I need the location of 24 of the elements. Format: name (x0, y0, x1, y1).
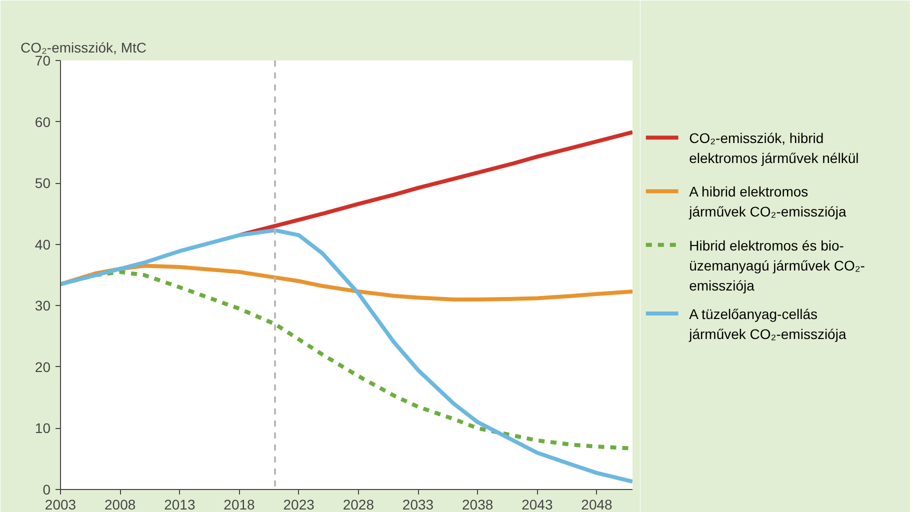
x-tick-label: 2038 (462, 496, 494, 512)
legend-label: CO₂-emissziók, hibrid elektromos járművek nélkül (689, 130, 859, 166)
x-tick-label: 2013 (164, 496, 196, 512)
y-tick-label: 40 (34, 236, 51, 252)
y-tick-label: 60 (34, 114, 51, 130)
x-tick-label: 2048 (581, 496, 613, 512)
y-tick-label: 10 (34, 420, 51, 436)
y-tick-label: 20 (34, 358, 51, 375)
x-tick-label: 2008 (104, 496, 136, 512)
y-tick-label: 50 (34, 175, 51, 192)
x-tick-label: 2033 (402, 496, 434, 512)
x-tick-label: 2018 (224, 496, 256, 512)
y-tick-label: 0 (42, 482, 51, 498)
line-series (60, 228, 632, 484)
legend-label: Hibrid elektromos és bio-üzemanyagú járművek CO₂-emissziója (689, 237, 866, 294)
y-tick-label: 70 (34, 52, 51, 68)
x-tick-label: 2003 (44, 496, 76, 512)
x-tick-label: 2028 (342, 496, 374, 512)
x-tick-label: 2023 (283, 496, 315, 512)
y-axis-title: CO₂-emissziók, MtC (20, 40, 146, 56)
y-tick-label: 30 (34, 298, 51, 314)
legend-label: A tüzelőanyag-cellás járművek CO₂-emissziója (688, 306, 846, 342)
x-tick-label: 2043 (522, 496, 553, 512)
legend-label: A hibrid elektromos járművek CO₂-emissziója (688, 184, 846, 220)
